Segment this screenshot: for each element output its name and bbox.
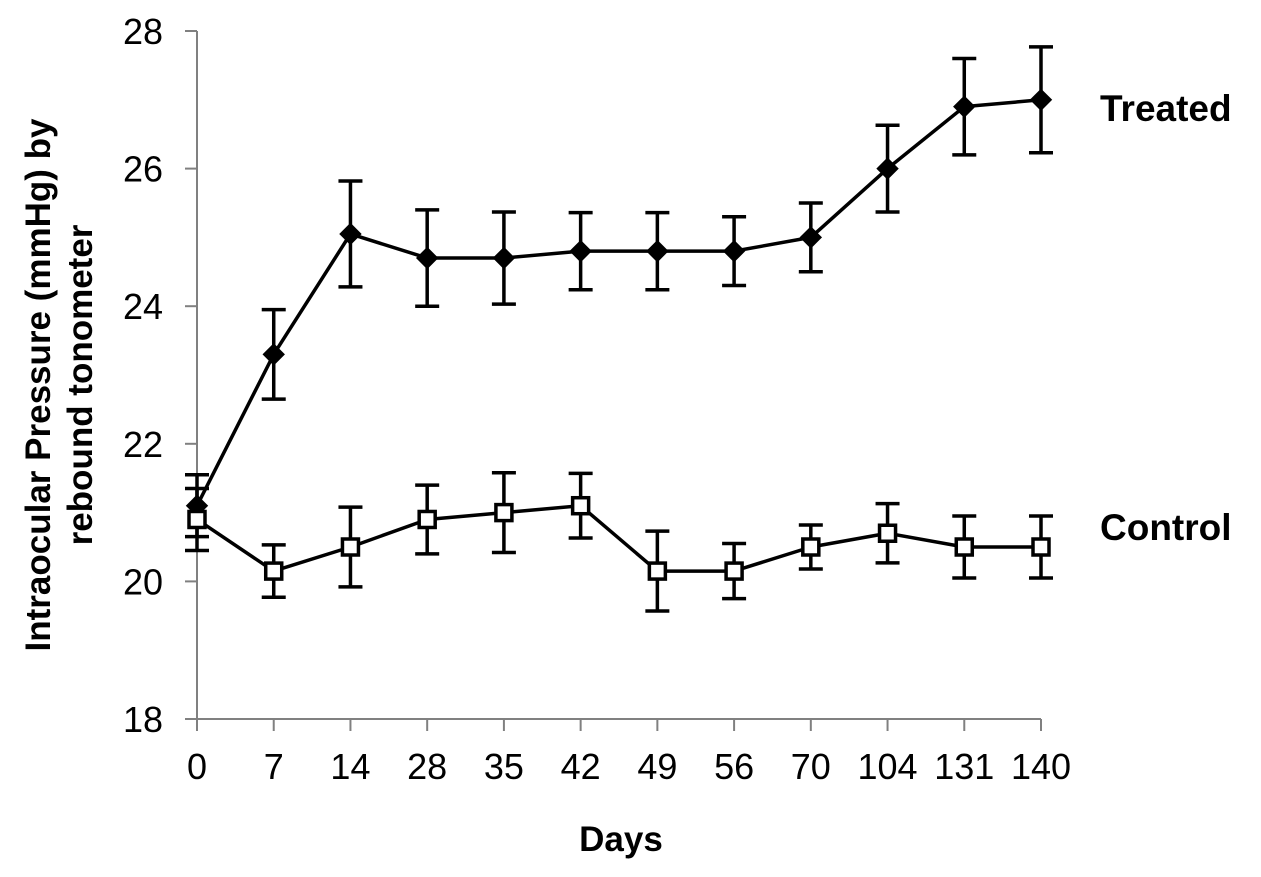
x-tick-label: 42 — [561, 746, 601, 787]
data-point-treated — [876, 157, 899, 180]
data-point-treated — [415, 246, 439, 270]
data-point-control — [1031, 537, 1051, 557]
x-tick-label: 140 — [1011, 746, 1071, 787]
x-ticks: 0 7 14 28 35 42 49 56 70 104 131 140 — [187, 719, 1071, 787]
data-point-control — [263, 561, 284, 581]
data-point-treated — [646, 239, 669, 263]
series-label-control: Control — [1100, 507, 1232, 548]
data-point-control — [954, 537, 975, 557]
data-point-control — [417, 509, 437, 530]
series-treated — [185, 45, 1053, 539]
x-tick-label: 49 — [637, 746, 677, 787]
series-control — [185, 470, 1053, 613]
data-point-control — [647, 561, 668, 581]
x-tick-label: 7 — [264, 746, 284, 787]
x-tick-label: 28 — [407, 746, 447, 787]
y-tick-label: 20 — [123, 561, 163, 602]
data-point-control — [877, 523, 898, 543]
series-line-control — [196, 503, 1041, 573]
data-point-treated — [1029, 88, 1053, 112]
y-tick-label: 22 — [123, 424, 163, 465]
x-tick-label: 56 — [714, 746, 754, 787]
data-point-treated — [722, 239, 746, 263]
series-layer — [185, 45, 1053, 613]
data-point-control — [494, 502, 514, 523]
data-point-treated — [799, 226, 823, 249]
x-tick-label: 35 — [484, 746, 524, 787]
x-tick-label: 0 — [187, 746, 207, 787]
y-ticks: 18 20 22 24 26 28 — [123, 11, 197, 740]
data-point-control — [187, 509, 207, 530]
y-axis-title: Intraocular Pressure (mmHg) by rebound t… — [19, 118, 100, 651]
data-point-treated — [339, 222, 362, 246]
series-line-treated — [195, 98, 1042, 507]
data-point-control — [801, 537, 821, 557]
y-axis-title-line-1: Intraocular Pressure (mmHg) by — [19, 118, 58, 651]
y-tick-label: 28 — [123, 11, 163, 52]
data-point-treated — [492, 246, 516, 270]
y-tick-label: 18 — [123, 699, 163, 740]
y-tick-label: 24 — [123, 286, 163, 327]
y-axis-title-line-2: rebound tonometer — [61, 224, 100, 545]
series-label-treated: Treated — [1100, 88, 1232, 129]
data-point-treated — [569, 239, 592, 263]
y-tick-label: 26 — [123, 149, 163, 190]
x-tick-label: 14 — [330, 746, 370, 787]
x-tick-label: 131 — [934, 746, 994, 787]
x-tick-label: 70 — [791, 746, 831, 787]
data-point-control — [570, 495, 591, 516]
x-axis-title: Days — [579, 820, 663, 859]
x-tick-label: 104 — [858, 746, 918, 787]
axes: 18 20 22 24 26 28 0 7 14 28 35 42 49 56 70 104 131 140 — [123, 11, 1071, 787]
data-point-control — [724, 561, 744, 581]
data-point-treated — [262, 343, 285, 366]
data-point-control — [340, 537, 361, 557]
data-point-treated — [953, 95, 976, 118]
